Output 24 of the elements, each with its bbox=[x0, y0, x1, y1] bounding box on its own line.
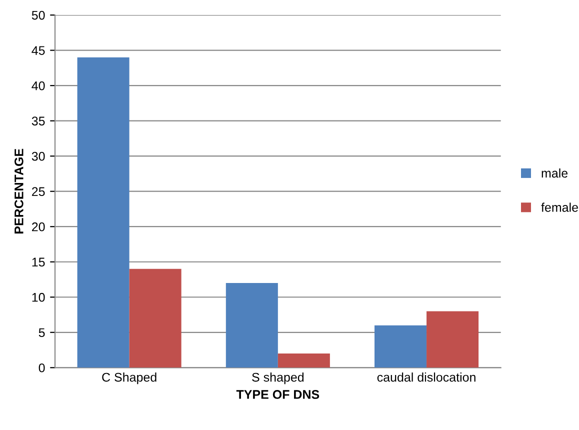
legend-label: male bbox=[542, 168, 568, 178]
y-tick-label: 25 bbox=[32, 187, 45, 196]
bar bbox=[278, 354, 330, 368]
x-tick-label: C Shaped bbox=[102, 372, 156, 384]
bar bbox=[129, 268, 182, 368]
y-tick-label: 30 bbox=[32, 152, 45, 161]
y-tick-label: 50 bbox=[32, 10, 45, 20]
y-tick-label: 35 bbox=[32, 116, 45, 126]
bar bbox=[226, 283, 278, 368]
y-tick-label: 45 bbox=[32, 46, 45, 55]
x-axis-title: TYPE OF DNS bbox=[236, 390, 320, 399]
bar bbox=[374, 325, 427, 368]
y-tick-label: 15 bbox=[32, 258, 45, 267]
legend-label: female bbox=[541, 202, 578, 212]
y-tick-label: 10 bbox=[32, 292, 45, 302]
y-axis-title: PERCENTAGE bbox=[14, 148, 24, 234]
y-tick-label: 40 bbox=[32, 81, 45, 90]
x-tick-label: caudal dislocation bbox=[377, 372, 476, 382]
bar bbox=[77, 57, 130, 368]
y-tick-label: 20 bbox=[32, 222, 45, 232]
bar bbox=[426, 311, 479, 368]
y-tick-label: 5 bbox=[38, 328, 45, 338]
y-tick-label: 0 bbox=[38, 363, 45, 372]
x-tick-label: S shaped bbox=[252, 372, 304, 384]
